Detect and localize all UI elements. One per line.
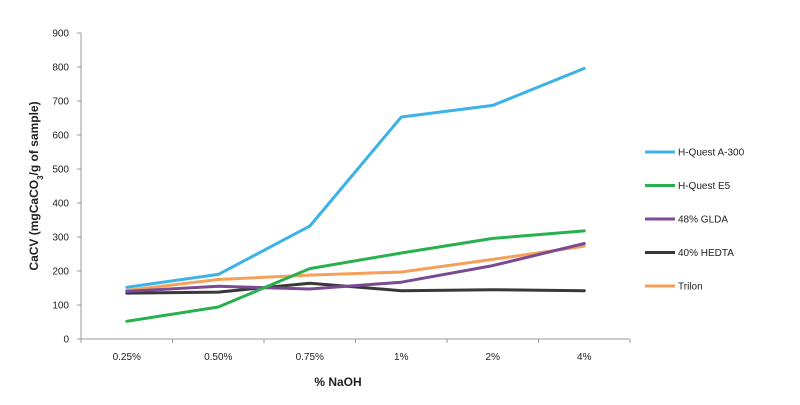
y-tick-label: 300: [52, 233, 69, 244]
series-line-trilon: [125, 244, 586, 292]
x-tick-label: 1%: [394, 352, 409, 363]
y-axis-title-main: CaCV (mgCaCO: [27, 180, 41, 271]
y-tick-label: 0: [63, 335, 69, 346]
x-tick-label: 0.25%: [113, 352, 141, 363]
y-tick-label: 900: [52, 29, 69, 40]
y-tick-label: 500: [52, 165, 69, 176]
x-tick-label: 2%: [486, 352, 501, 363]
legend-label-trilon: Trilon: [678, 282, 703, 293]
x-tick-label: 4%: [577, 352, 592, 363]
y-tick-label: 800: [52, 63, 69, 74]
y-axis-ticks: 0 100 200 300 400 500 600 700 800 900: [52, 29, 81, 346]
x-tick-label: 0.50%: [204, 352, 232, 363]
series-line-48-glda: [125, 242, 586, 293]
x-axis-title: % NaOH: [314, 375, 361, 389]
y-tick-label: 200: [52, 267, 69, 278]
x-tick-label: 0.75%: [296, 352, 324, 363]
series-line-h-quest-e5: [125, 229, 586, 323]
y-tick-label: 400: [52, 199, 69, 210]
legend-label-40-hedta: 40% HEDTA: [678, 248, 734, 259]
y-axis-title-subscript: 3: [36, 175, 45, 180]
y-tick-label: 600: [52, 131, 69, 142]
series-layer: [125, 66, 586, 323]
y-tick-label: 100: [52, 301, 69, 312]
legend-label-h-quest-e5: H-Quest E5: [678, 181, 731, 192]
y-axis-title-tail: /g of sample): [27, 101, 41, 175]
legend: H-Quest A-300 H-Quest E5 48% GLDA 40% HEDTA…: [645, 148, 745, 293]
y-axis-title: CaCV (mgCaCO3/g of sample): [27, 101, 45, 270]
x-axis-ticks: 0.25% 0.50% 0.75% 1% 2% 4%: [80, 339, 631, 363]
y-tick-label: 700: [52, 97, 69, 108]
legend-label-h-quest-a-300: H-Quest A-300: [678, 148, 745, 159]
series-line-h-quest-a-300: [125, 66, 586, 289]
legend-label-48-glda: 48% GLDA: [678, 215, 728, 226]
